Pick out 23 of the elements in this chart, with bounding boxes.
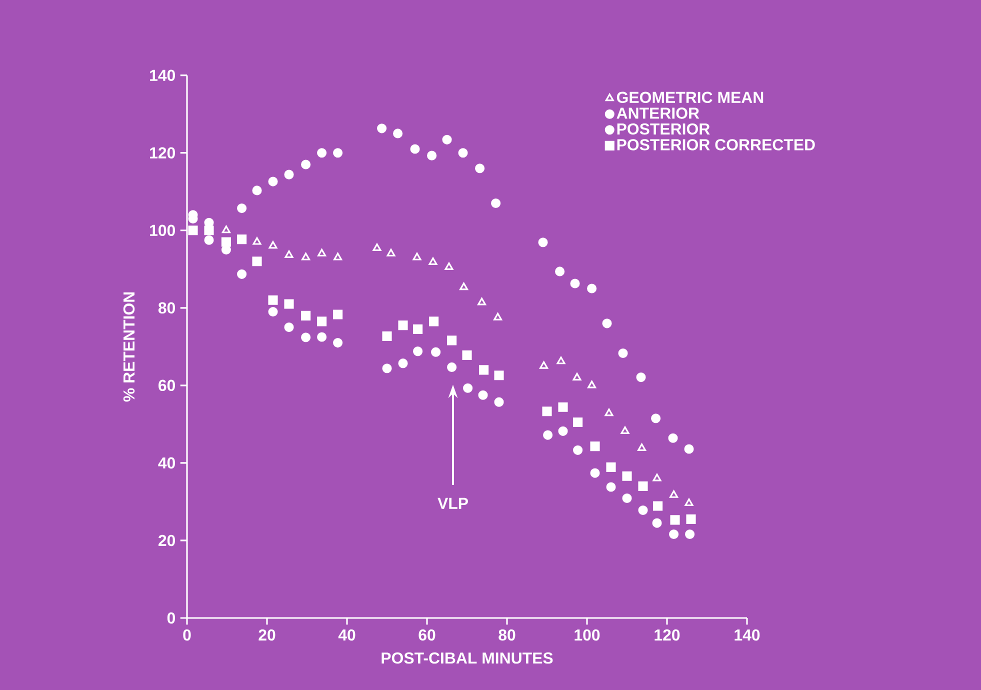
x-tick-label: 100 (574, 629, 600, 641)
legend-label: POSTERIOR (617, 123, 710, 135)
y-tick-label: 20 (158, 534, 176, 546)
x-tick-label: 60 (418, 629, 436, 641)
legend-label: POSTERIOR CORRECTED (617, 139, 815, 150)
y-tick-label: 60 (158, 380, 176, 392)
legend-label: ANTERIOR (616, 108, 700, 119)
annotation: VLP (438, 498, 468, 509)
y-tick-label: 80 (158, 302, 176, 314)
x-tick-label: 0 (183, 629, 191, 641)
x-tick-label: 80 (498, 629, 516, 641)
x-axis-title: POST-CIBAL MINUTES (382, 652, 553, 664)
y-tick-label: 100 (150, 224, 176, 236)
y-axis-title: % RETENTION (123, 292, 135, 402)
legend-label: GEOMETRIC MEAN (616, 92, 764, 104)
x-tick-label: 40 (338, 629, 356, 641)
y-tick-label: 140 (150, 70, 176, 81)
y-tick-label: 0 (167, 612, 176, 624)
y-tick-label: 40 (158, 457, 176, 469)
x-tick-label: 120 (654, 629, 680, 641)
x-tick-label: 140 (734, 629, 760, 641)
x-tick-label: 20 (258, 629, 276, 641)
y-tick-label: 120 (150, 147, 176, 158)
